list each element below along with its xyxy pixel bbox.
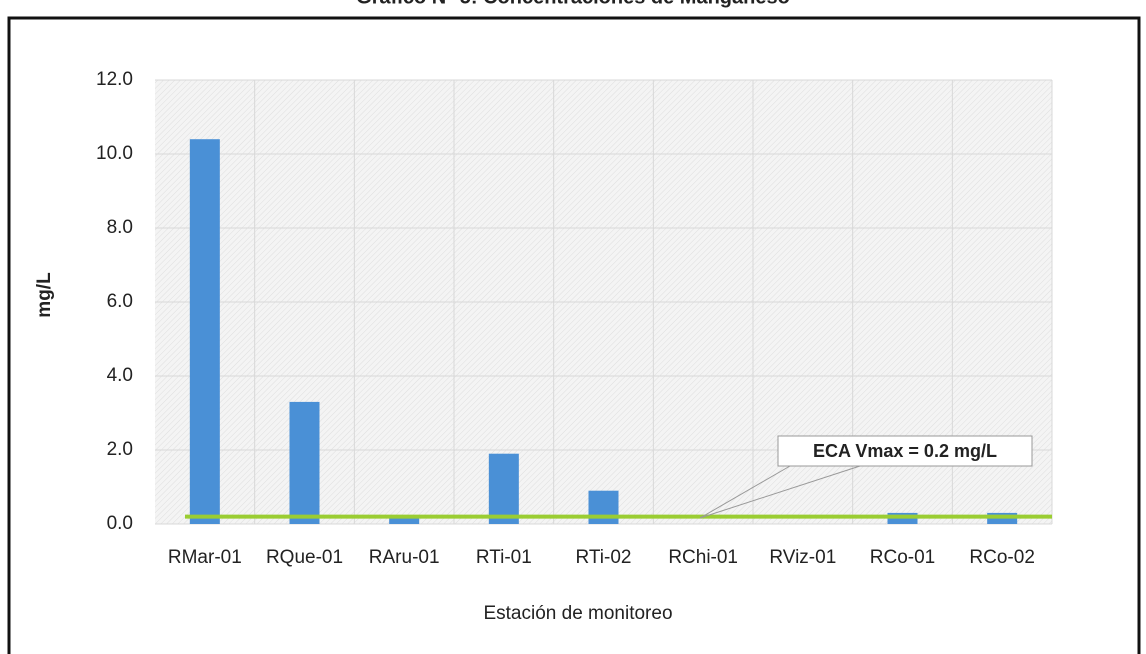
marks: 0.0 2.0 4.0 6.0 8.0 10.0 12.0 RMar-01 RQue-01 RAr… xyxy=(96,69,1053,568)
bar xyxy=(488,453,519,524)
y-tick-label: 12.0 xyxy=(96,69,133,90)
x-tick-label: RCo-02 xyxy=(969,547,1034,568)
y-tick-label: 10.0 xyxy=(96,143,133,164)
y-tick-label: 2.0 xyxy=(107,439,133,460)
x-tick-label: RTi-01 xyxy=(476,547,532,568)
x-tick-label: RQue-01 xyxy=(266,547,343,568)
bar xyxy=(289,401,320,524)
bar xyxy=(588,490,619,524)
y-tick-label: 8.0 xyxy=(107,217,133,238)
x-tick-label: RCo-01 xyxy=(870,547,935,568)
annotation: ECA Vmax = 0.2 mg/L xyxy=(813,441,997,461)
bar xyxy=(189,139,220,524)
callout-line xyxy=(699,465,861,519)
frame xyxy=(7,16,1141,654)
chart-title: Gráfico N° 5: Concentraciones de Mangane… xyxy=(356,0,790,8)
y-axis-label: mg/L xyxy=(34,272,55,318)
bar xyxy=(389,518,420,524)
x-tick-label: RMar-01 xyxy=(168,547,242,568)
callout-line xyxy=(699,465,791,519)
x-tick-label: RViz-01 xyxy=(769,547,836,568)
annotation-box xyxy=(777,435,1033,467)
y-tick-label: 0.0 xyxy=(107,513,133,534)
x-tick-label: RChi-01 xyxy=(668,547,738,568)
x-tick-label: RTi-02 xyxy=(576,547,632,568)
x-axis-label: Estación de monitoreo xyxy=(483,603,672,624)
y-tick-label: 4.0 xyxy=(107,365,133,386)
x-tick-label: RAru-01 xyxy=(369,547,440,568)
y-tick-label: 6.0 xyxy=(107,291,133,312)
